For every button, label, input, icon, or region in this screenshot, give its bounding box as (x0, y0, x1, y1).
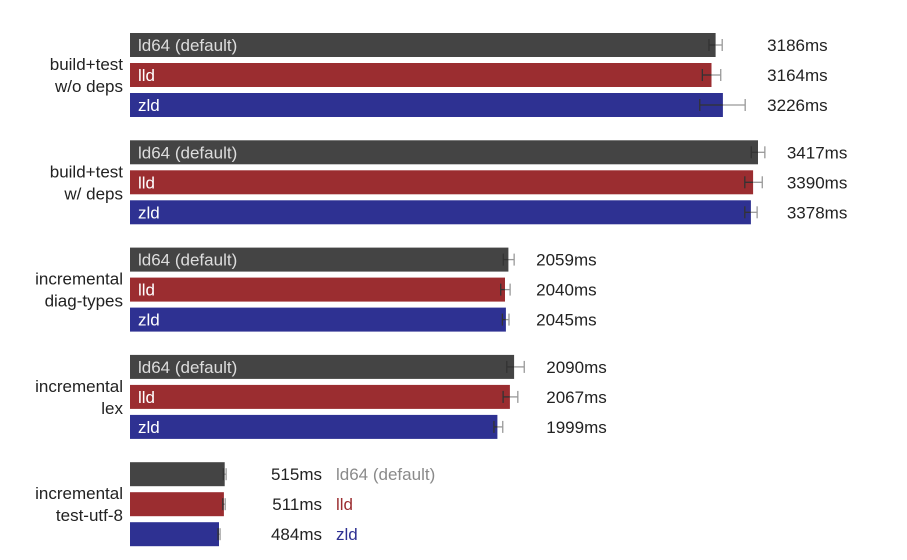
bar-series-label: zld (138, 418, 160, 437)
bar (130, 307, 506, 332)
error-bar (217, 528, 221, 541)
bar (130, 414, 498, 439)
bar-series-label: ld64 (default) (336, 465, 435, 484)
bar-value-label: 3378ms (787, 203, 847, 222)
bar-series-label: lld (138, 66, 155, 85)
bar-series-label: zld (138, 96, 160, 115)
bar-value-label: 3164ms (767, 66, 827, 85)
group-label: incremental (35, 484, 123, 503)
bar (130, 462, 225, 487)
bar (130, 33, 716, 57)
bar-value-label: 2067ms (546, 388, 606, 407)
bar (130, 522, 219, 547)
error-bar (506, 360, 525, 373)
group-label: lex (101, 399, 123, 418)
bar-value-label: 511ms (272, 495, 322, 514)
bar (130, 247, 509, 272)
bar (130, 277, 505, 302)
bar (130, 492, 224, 517)
error-bar (502, 253, 515, 266)
bar-series-label: ld64 (default) (138, 358, 237, 377)
bar-series-label: lld (138, 388, 155, 407)
error-bar (502, 390, 519, 403)
group-label: incremental (35, 270, 123, 289)
bar (130, 354, 515, 379)
group-label: w/o deps (54, 77, 123, 96)
error-bar (500, 283, 511, 296)
error-bar (222, 468, 227, 481)
bar (130, 93, 723, 117)
bar-series-label: ld64 (default) (138, 36, 237, 55)
group-label: build+test (50, 55, 124, 74)
bar-value-label: 2040ms (536, 281, 596, 300)
group-label: diag-types (45, 292, 123, 311)
bar-series-label: zld (138, 311, 160, 330)
error-bar (708, 39, 723, 51)
error-bar (744, 206, 758, 219)
bar-value-label: 3417ms (787, 143, 847, 162)
error-bar (222, 498, 226, 511)
bar-series-label: lld (336, 495, 353, 514)
bar (130, 140, 758, 165)
bar-series-label: lld (138, 173, 155, 192)
bar-value-label: 484ms (271, 525, 322, 544)
bar-series-label: zld (336, 525, 358, 544)
error-bar (744, 176, 763, 189)
group-label: test-utf-8 (56, 506, 123, 525)
bar-value-label: 3226ms (767, 96, 827, 115)
bar-series-label: zld (138, 203, 160, 222)
bar (130, 200, 751, 225)
bar-series-label: ld64 (default) (138, 251, 237, 270)
bar-value-label: 3390ms (787, 173, 847, 192)
bar-value-label: 1999ms (546, 418, 606, 437)
bar (130, 63, 712, 87)
bar-value-label: 2059ms (536, 251, 596, 270)
bar-series-label: lld (138, 281, 155, 300)
group-label: w/ deps (63, 184, 123, 203)
group-label: incremental (35, 377, 123, 396)
error-bar (750, 146, 766, 159)
bar-series-label: ld64 (default) (138, 143, 237, 162)
bar-value-label: 3186ms (767, 36, 827, 55)
error-bar (699, 99, 746, 111)
error-bar (701, 69, 722, 81)
bar-value-label: 2045ms (536, 311, 596, 330)
bar-value-label: 2090ms (546, 358, 606, 377)
bar (130, 384, 510, 409)
bar-value-label: 515ms (271, 465, 322, 484)
error-bar (501, 313, 510, 326)
bar (130, 170, 754, 195)
group-label: build+test (50, 162, 124, 181)
error-bar (493, 420, 504, 433)
